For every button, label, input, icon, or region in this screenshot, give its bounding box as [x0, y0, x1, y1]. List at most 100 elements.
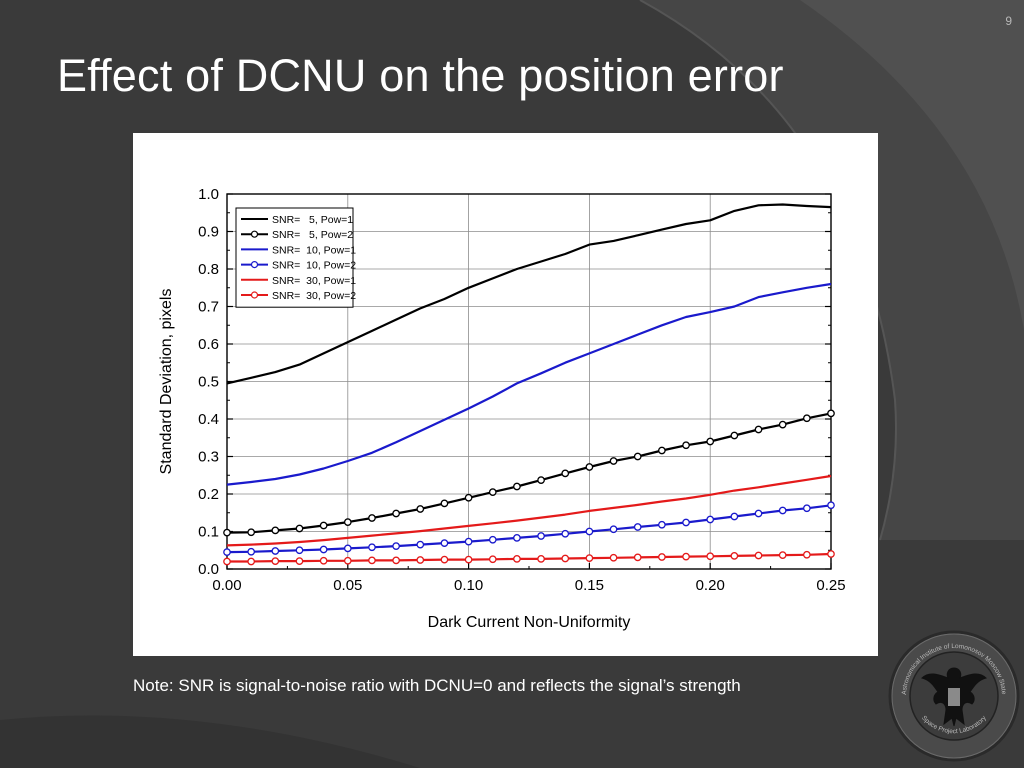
axis-ticks: 0.00 0.05 0.10 0.15 0.20 0.25 0.0 0.1 0.2 0.3 0.4 0…	[198, 186, 845, 594]
y-tick-label: 0.0	[198, 561, 219, 578]
y-tick-label: 0.1	[198, 524, 219, 541]
data-point	[223, 528, 231, 537]
data-point	[585, 527, 594, 536]
data-point	[802, 504, 811, 513]
data-point	[464, 493, 473, 502]
data-point	[802, 550, 811, 559]
data-point	[223, 557, 231, 566]
data-point	[513, 482, 521, 491]
data-point	[561, 529, 570, 538]
y-tick-label: 1.0	[198, 186, 219, 203]
legend-marker	[250, 261, 259, 269]
data-point	[223, 548, 231, 556]
legend-label: SNR= 5, Pow=1	[272, 214, 353, 226]
data-point	[561, 554, 570, 563]
data-point	[343, 518, 352, 526]
legend-marker	[250, 230, 259, 238]
data-point	[778, 420, 787, 429]
data-point	[416, 540, 425, 549]
x-tick-label: 0.15	[575, 577, 604, 594]
y-tick-label: 0.2	[198, 486, 219, 503]
data-point	[682, 552, 690, 561]
y-tick-label: 0.3	[198, 449, 219, 466]
data-point	[440, 499, 449, 508]
data-point	[368, 556, 376, 565]
data-point	[561, 469, 570, 478]
x-tick-label: 0.05	[333, 577, 362, 594]
data-point	[730, 512, 739, 521]
series-6	[223, 550, 835, 566]
series-line	[226, 203, 832, 385]
data-point	[706, 437, 715, 446]
data-point	[247, 557, 256, 566]
x-tick-label: 0.00	[212, 577, 241, 594]
data-point	[537, 532, 545, 540]
data-point	[754, 551, 763, 560]
data-point	[488, 488, 497, 496]
data-point	[754, 509, 763, 518]
data-point	[706, 515, 715, 524]
slide-title: Effect of DCNU on the position error	[57, 50, 784, 101]
data-point	[609, 553, 618, 562]
institute-seal-logo: Sternberg Astronomical Institute of Lomo…	[886, 628, 1020, 762]
legend-marker	[250, 291, 259, 299]
data-point	[537, 555, 545, 563]
data-point	[440, 555, 449, 564]
x-tick-label: 0.20	[696, 577, 725, 594]
series-4	[223, 501, 835, 556]
data-point	[513, 555, 521, 563]
data-point	[778, 506, 787, 515]
y-tick-label: 0.9	[198, 224, 219, 241]
series-1	[226, 203, 832, 385]
x-axis-label: Dark Current Non-Uniformity	[428, 614, 631, 631]
data-point	[609, 525, 618, 534]
data-point	[730, 552, 739, 560]
data-point	[827, 550, 835, 558]
data-point	[271, 547, 280, 555]
x-tick-label: 0.10	[454, 577, 483, 594]
legend-label: SNR= 30, Pow=1	[272, 275, 356, 287]
y-tick-label: 0.6	[198, 336, 219, 353]
data-point	[585, 463, 594, 471]
data-point	[464, 555, 473, 564]
data-point	[319, 545, 328, 554]
data-point	[754, 425, 763, 434]
legend: SNR= 5, Pow=1 SNR= 5, Pow=2 SNR= 10, Pow=1…	[235, 207, 356, 308]
y-tick-label: 0.5	[198, 374, 219, 391]
data-point	[488, 555, 497, 564]
data-point	[247, 528, 256, 537]
data-point	[392, 542, 400, 550]
data-point	[319, 556, 328, 565]
y-tick-label: 0.8	[198, 261, 219, 278]
data-point	[319, 521, 328, 530]
data-point	[802, 414, 811, 423]
data-point	[658, 446, 666, 455]
data-point	[392, 556, 400, 565]
series-line	[226, 282, 832, 486]
data-point	[343, 544, 352, 553]
line-chart: 0.00 0.05 0.10 0.15 0.20 0.25 0.0 0.1 0.2 0.3 0.4 0…	[158, 186, 846, 631]
data-point	[368, 543, 376, 552]
y-tick-label: 0.7	[198, 299, 219, 316]
eagle-icon	[921, 667, 987, 727]
data-point	[343, 556, 352, 565]
series-5	[226, 474, 832, 547]
data-point	[416, 556, 425, 564]
chart-panel: 0.00 0.05 0.10 0.15 0.20 0.25 0.0 0.1 0.2 0.3 0.4 0…	[133, 133, 878, 656]
legend-box	[235, 207, 354, 308]
legend-label: SNR= 5, Pow=2	[272, 229, 353, 241]
data-point	[682, 518, 690, 527]
data-point	[247, 547, 256, 556]
legend-label: SNR= 30, Pow=2	[272, 290, 356, 302]
legend-label: SNR= 10, Pow=2	[272, 260, 356, 272]
y-axis-label: Standard Deviation, pixels	[158, 289, 175, 475]
series-line	[226, 504, 832, 554]
data-point	[440, 539, 449, 547]
data-point	[730, 431, 739, 440]
data-point	[513, 534, 521, 542]
data-point	[682, 441, 690, 450]
series-line	[226, 474, 832, 547]
data-point	[271, 526, 280, 535]
data-point	[295, 546, 304, 555]
data-point	[464, 537, 473, 546]
